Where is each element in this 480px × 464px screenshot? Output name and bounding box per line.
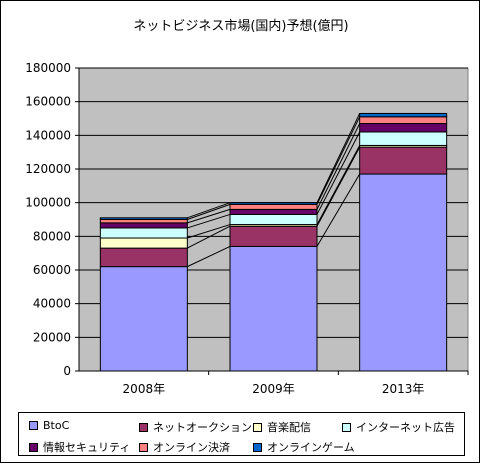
bar-segment [99,247,188,268]
chart-legend: BtoC ネットオークション 音楽配信 インターネット広告情報セキュリティ オンライン決… [18,412,465,456]
legend-swatch [342,422,351,432]
y-tick-label: 140000 [25,128,71,142]
bar-segment [359,146,448,175]
legend-item: オンライン決済 [139,439,230,455]
x-tick-label: 2008年 [123,382,166,396]
series-line [316,173,361,247]
bar-segment [359,116,448,125]
series-line [187,213,231,229]
bar-segment [99,217,188,220]
legend-swatch [253,442,262,452]
bar-segment [359,131,448,146]
legend-item: インターネット広告 [342,419,455,435]
series-line [316,113,361,203]
legend-item: 情報セキュリティ [29,439,130,455]
bar-segment [229,208,318,215]
y-tick-label: 120000 [25,162,71,176]
y-tick-label: 80000 [33,229,71,243]
bar-segment [229,225,318,247]
series-line [316,116,361,205]
series-line [316,123,361,210]
bar-segment [229,202,318,205]
legend-swatch [253,422,262,432]
y-tick-label: 60000 [33,263,71,277]
bar-segment [99,219,188,224]
series-line [187,208,231,224]
legend-swatch [29,421,38,430]
y-tick-label: 180000 [25,61,71,75]
legend-swatch [139,442,148,452]
y-tick-label: 100000 [25,196,71,210]
legend-label: インターネット広告 [356,421,455,434]
bar-segment [99,266,188,372]
chart-title: ネットビジネス市場(国内)予想(億円) [133,19,349,34]
bar-segment [359,173,448,372]
bar-segment [99,222,188,229]
legend-item: オンラインゲーム [253,439,355,455]
legend-label: ネットオークション [153,421,252,434]
legend-item: 音楽配信 [253,419,311,435]
series-line [187,225,231,249]
bar-segment [359,112,448,118]
series-line [187,203,231,220]
series-line [316,131,361,215]
y-tick-label: 40000 [33,297,71,311]
bar-segment [359,123,448,133]
bar-segment [229,245,318,372]
legend-label: 情報セキュリティ [43,441,131,454]
legend-swatch [139,422,148,432]
legend-label: オンライン決済 [153,441,230,454]
bar-segment [99,237,188,249]
legend-label: 音楽配信 [267,421,311,434]
series-line [187,224,231,239]
bar-segment [229,213,318,226]
series-line [316,146,361,227]
bar-segment [99,227,188,239]
series-line [187,245,231,268]
legend-swatch [29,442,38,452]
y-tick-label: 160000 [25,95,71,109]
legend-item: ネットオークション [139,419,252,435]
y-tick-label: 20000 [33,330,71,344]
legend-label: BtoC [43,419,70,432]
series-line [187,202,231,219]
bar-segment [229,203,318,210]
legend-item: BtoC [29,419,69,432]
legend-label: オンラインゲーム [267,441,355,454]
x-tick-label: 2009年 [252,382,295,396]
series-line [316,145,361,225]
y-tick-label: 0 [63,364,71,378]
x-tick-label: 2013年 [382,382,425,396]
